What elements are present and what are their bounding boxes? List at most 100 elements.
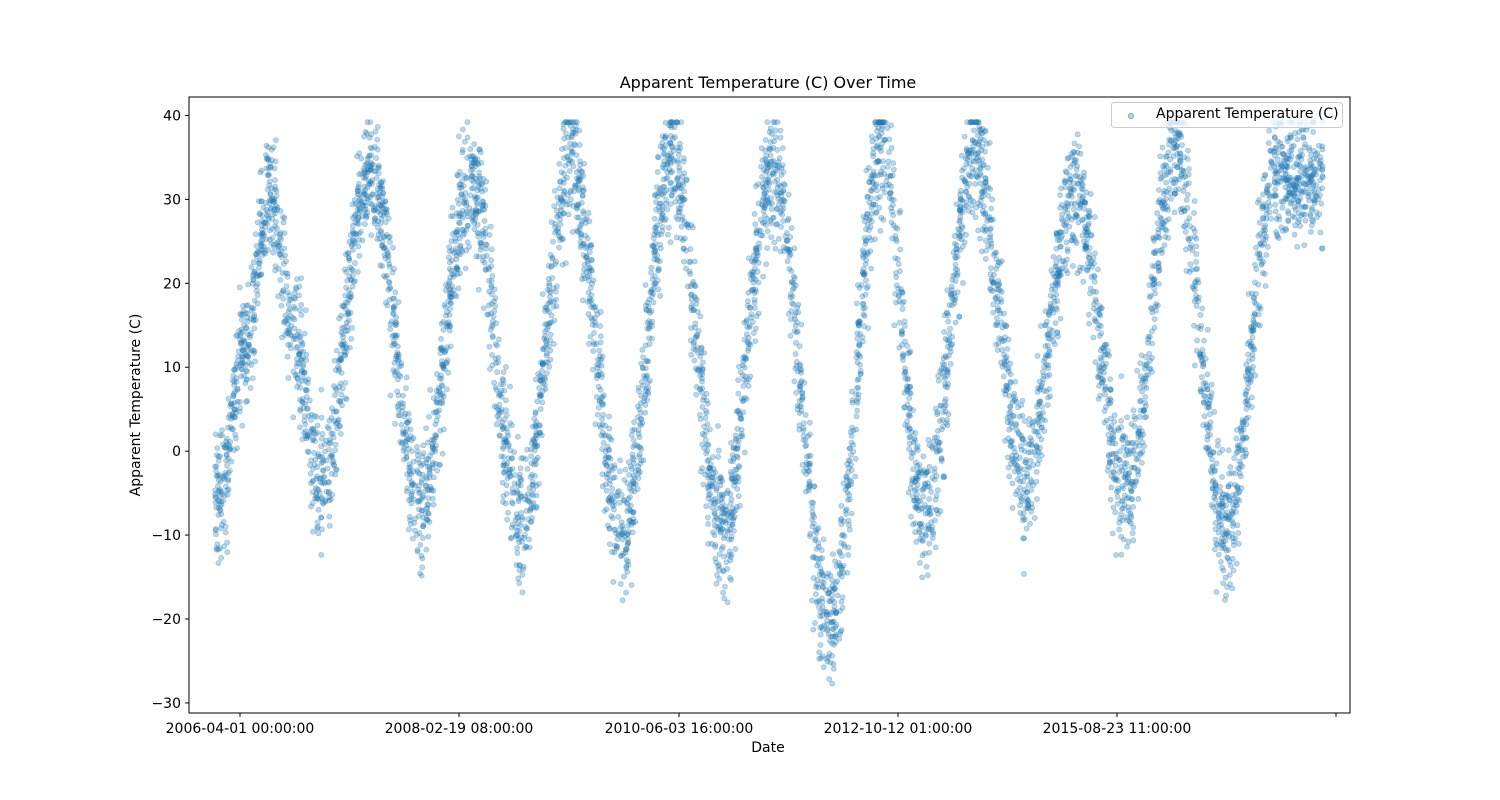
data-point (1080, 278, 1087, 285)
data-point (554, 283, 560, 290)
data-point (691, 357, 698, 364)
data-point (1064, 155, 1071, 162)
data-point (716, 562, 723, 569)
data-point (468, 185, 475, 192)
data-point (1150, 236, 1157, 242)
data-point (1272, 208, 1279, 215)
data-point (934, 434, 940, 441)
data-point (801, 379, 808, 386)
data-point (961, 165, 967, 172)
data-point (1160, 224, 1166, 231)
data-point (400, 447, 407, 454)
data-point (922, 480, 928, 487)
data-point (862, 252, 869, 259)
data-point (890, 160, 897, 166)
data-point (499, 479, 506, 486)
data-point (1249, 394, 1255, 401)
data-point (898, 286, 904, 292)
data-point (448, 213, 454, 220)
data-point (285, 375, 292, 381)
data-point (707, 426, 713, 433)
data-point (957, 217, 963, 224)
data-point (222, 529, 229, 536)
data-point (501, 470, 507, 477)
data-point (551, 317, 558, 324)
data-point (989, 196, 996, 203)
data-point (1081, 169, 1087, 176)
data-point (354, 216, 361, 223)
data-point (1224, 554, 1231, 561)
data-point (1191, 198, 1198, 204)
data-point (1319, 146, 1326, 153)
data-point (771, 138, 777, 145)
data-point (542, 344, 548, 351)
data-point (1190, 225, 1197, 232)
data-point (1009, 505, 1016, 511)
data-point (994, 315, 1000, 321)
data-point (1278, 198, 1285, 205)
data-point (290, 314, 296, 321)
data-point (539, 291, 546, 297)
data-point (419, 564, 426, 571)
data-point (311, 412, 318, 419)
data-point (908, 513, 914, 520)
data-point (499, 376, 506, 382)
data-point (1250, 294, 1257, 301)
data-point (356, 252, 363, 259)
data-point (319, 430, 326, 437)
data-point (655, 154, 662, 161)
data-point (332, 367, 339, 374)
data-point (325, 425, 332, 432)
data-point (926, 540, 933, 547)
data-point (503, 397, 509, 404)
data-point (338, 391, 345, 398)
data-point (634, 442, 641, 449)
data-point (402, 429, 409, 436)
data-point (720, 544, 726, 550)
data-point (941, 361, 948, 368)
data-point (298, 312, 305, 318)
data-point (753, 183, 759, 190)
data-point (218, 511, 225, 517)
data-point (655, 286, 662, 293)
data-point (391, 303, 398, 309)
data-point (217, 432, 223, 439)
data-point (688, 325, 695, 331)
data-point (507, 535, 514, 542)
data-point (507, 466, 514, 473)
data-point (258, 167, 265, 174)
data-point (287, 331, 293, 338)
data-point (846, 526, 853, 533)
data-point (792, 316, 798, 323)
data-point (1130, 503, 1137, 510)
data-point (539, 399, 546, 406)
data-point (667, 201, 674, 207)
data-point (1317, 192, 1323, 198)
data-point (274, 239, 281, 246)
data-point (878, 120, 884, 126)
data-point (498, 406, 505, 413)
data-point (1214, 442, 1221, 449)
data-point (1228, 469, 1235, 476)
data-point (843, 511, 850, 517)
data-point (1285, 210, 1292, 217)
data-point (244, 376, 250, 383)
data-point (829, 577, 835, 583)
data-point (296, 424, 303, 431)
data-point (956, 313, 963, 320)
data-point (807, 431, 813, 438)
data-point (888, 196, 895, 203)
data-point (374, 146, 381, 153)
data-point (314, 486, 321, 493)
data-point (734, 486, 741, 492)
data-point (752, 221, 759, 228)
data-point (1056, 254, 1062, 261)
data-point (280, 295, 287, 302)
data-point (705, 514, 711, 521)
data-point (426, 469, 433, 476)
data-point (355, 210, 361, 217)
data-point (1157, 153, 1164, 160)
data-point (259, 218, 266, 224)
data-point (695, 328, 702, 334)
data-point (1139, 459, 1145, 466)
